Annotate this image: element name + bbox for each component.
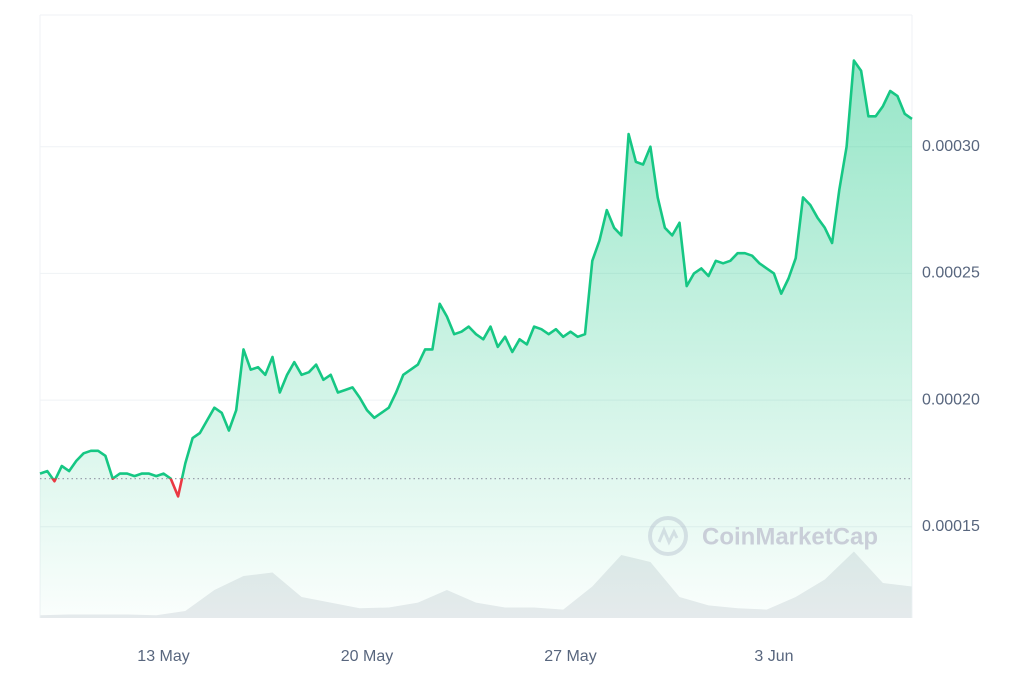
watermark-logo (648, 516, 688, 556)
x-tick-label: 20 May (341, 648, 393, 665)
logo-wave (657, 526, 679, 546)
price-area (40, 60, 912, 619)
watermark: CoinMarketCap (702, 523, 878, 550)
logo-ring (648, 516, 688, 556)
y-tick-label: 0.00020 (922, 391, 980, 408)
y-tick-label: 0.00015 (922, 518, 980, 535)
x-tick-label: 13 May (137, 648, 189, 665)
x-tick-label: 3 Jun (754, 648, 793, 665)
y-tick-label: 0.00030 (922, 138, 980, 155)
x-tick-label: 27 May (544, 648, 596, 665)
price-line (39, 59, 913, 498)
y-tick-label: 0.00025 (922, 265, 980, 282)
